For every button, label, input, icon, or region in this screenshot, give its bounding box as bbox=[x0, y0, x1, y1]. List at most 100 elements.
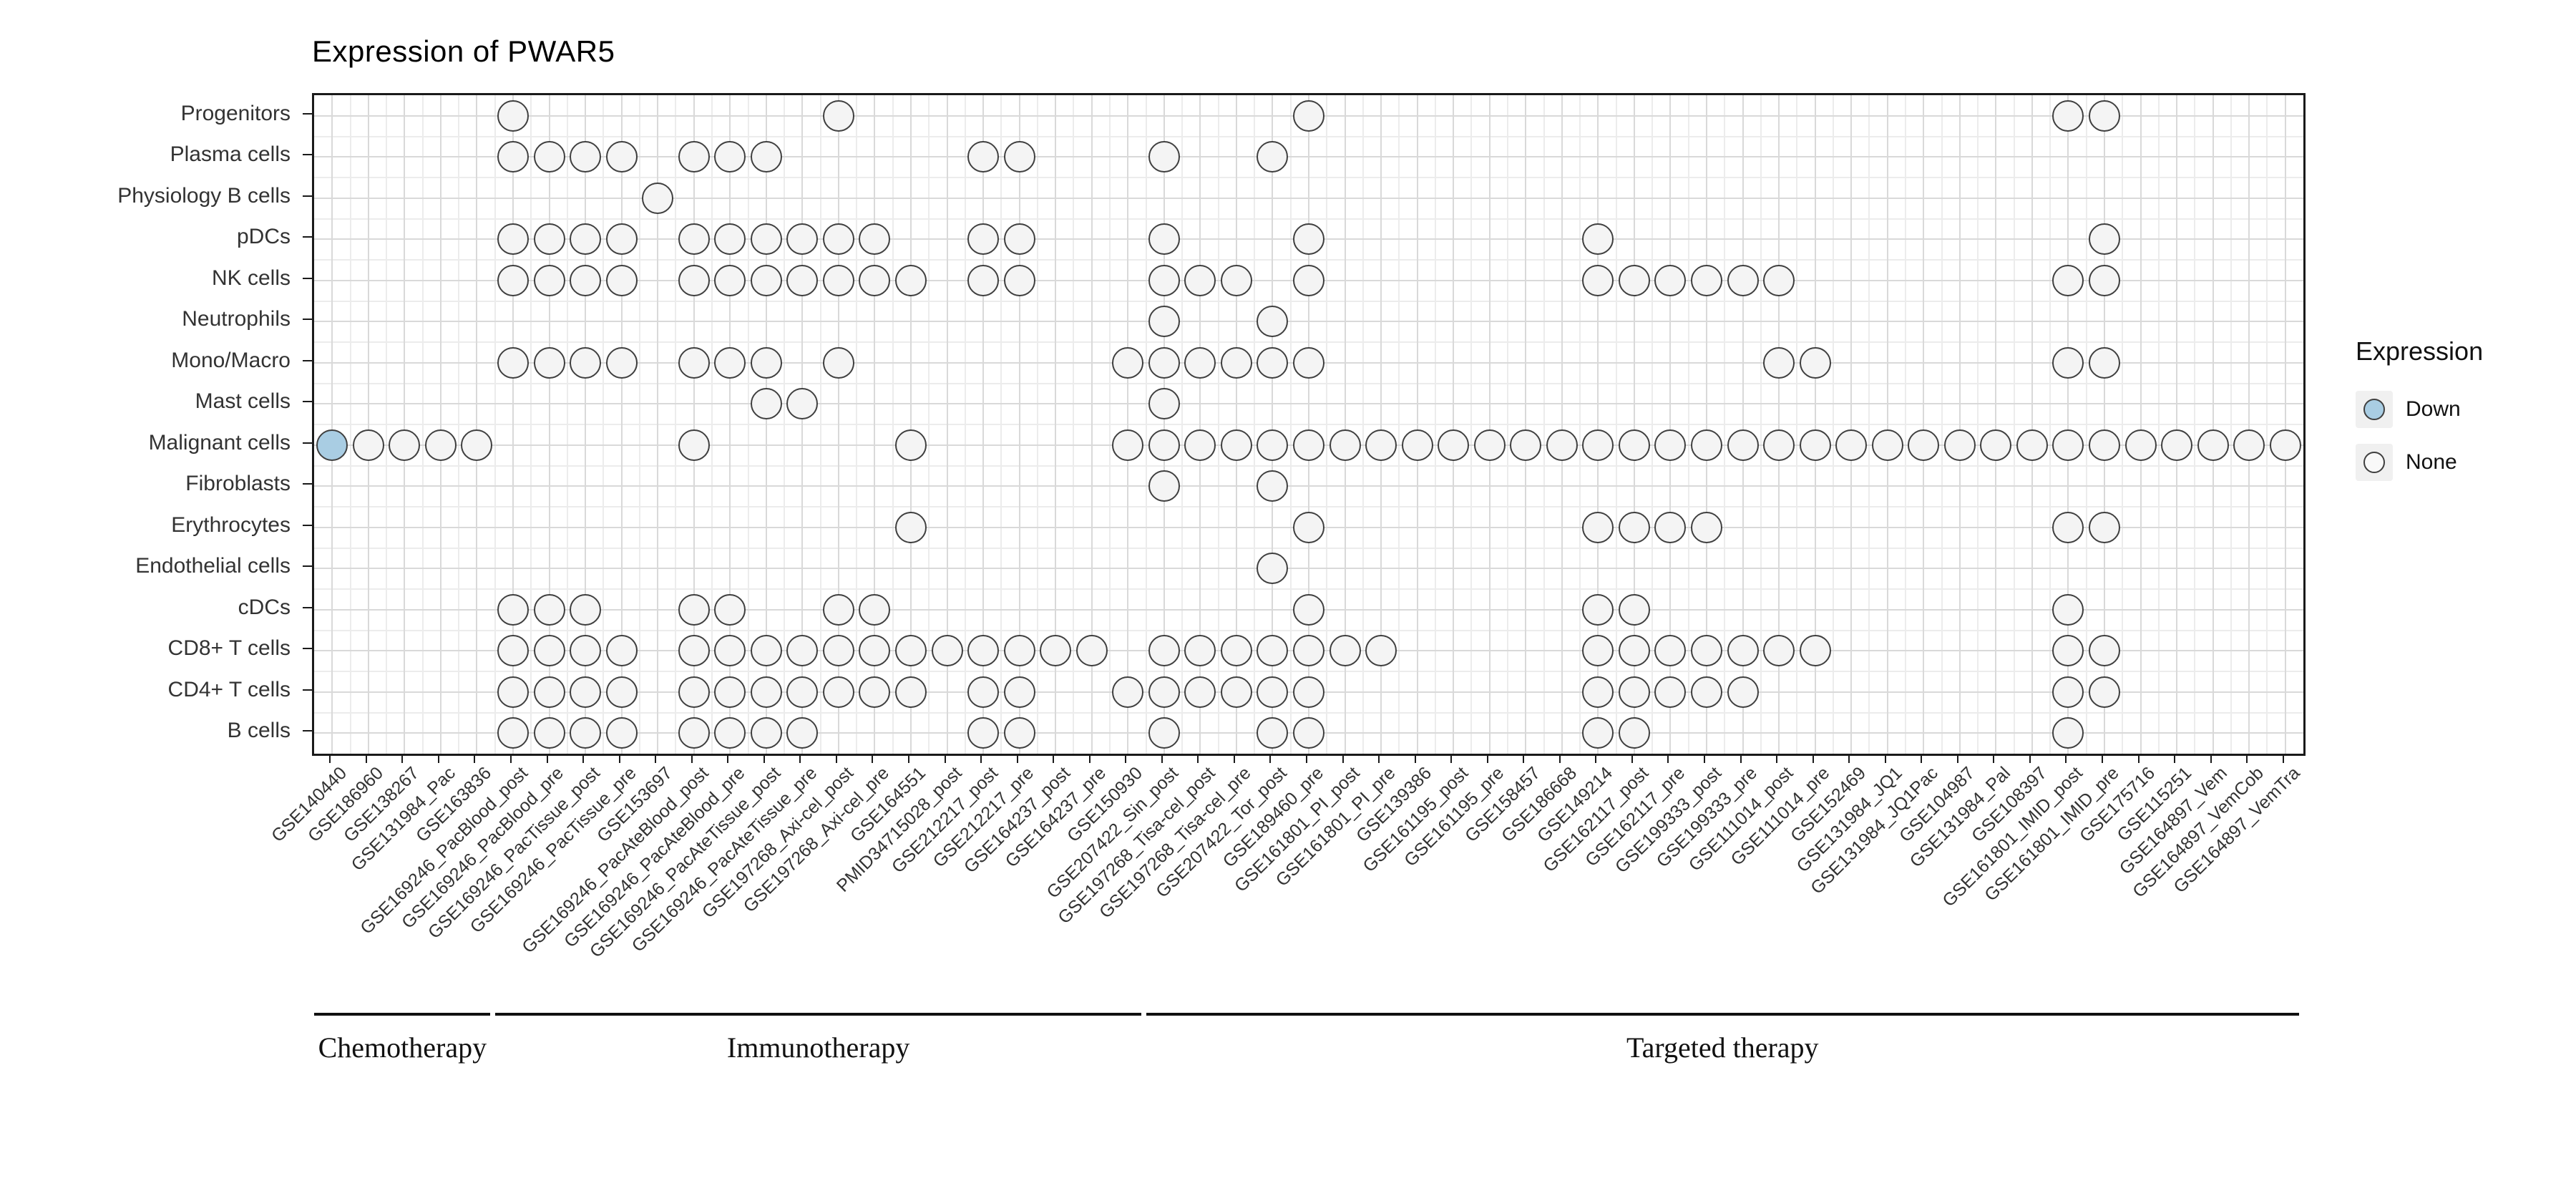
x-axis-tick bbox=[1558, 754, 1561, 763]
expression-dot-none bbox=[1618, 429, 1650, 461]
x-axis-tick bbox=[1631, 754, 1633, 763]
expression-dot-none bbox=[533, 141, 565, 173]
expression-dot-none bbox=[1184, 264, 1216, 296]
grid-line-vertical bbox=[1055, 95, 1057, 754]
y-axis-label: B cells bbox=[227, 719, 291, 743]
y-axis-label: Endothelial cells bbox=[135, 554, 291, 578]
expression-dot-none bbox=[931, 635, 963, 667]
x-axis-tick bbox=[1342, 754, 1344, 763]
x-axis-tick bbox=[329, 754, 331, 763]
expression-dot-none bbox=[1257, 717, 1289, 749]
grid-line-vertical bbox=[765, 95, 767, 754]
grid-line-vertical bbox=[910, 95, 912, 754]
grid-line-vertical bbox=[1091, 95, 1093, 754]
expression-dot-none bbox=[570, 223, 602, 256]
grid-line-vertical bbox=[1488, 95, 1491, 754]
grid-line-vertical bbox=[1742, 95, 1744, 754]
expression-dot-none bbox=[1148, 141, 1180, 173]
expression-dot-none bbox=[678, 429, 710, 461]
expression-dot-none bbox=[1654, 511, 1687, 543]
expression-dot-none bbox=[1654, 264, 1687, 296]
expression-dot-none bbox=[533, 676, 565, 708]
grid-line-vertical bbox=[2212, 95, 2214, 754]
expression-dot-none bbox=[2269, 429, 2301, 461]
therapy-group-line bbox=[1146, 1013, 2299, 1016]
expression-dot-none bbox=[2089, 429, 2120, 461]
expression-dot-none bbox=[714, 676, 746, 708]
expression-dot-none bbox=[1148, 346, 1180, 379]
grid-line-vertical bbox=[439, 95, 441, 754]
expression-dot-none bbox=[1148, 676, 1180, 708]
legend-title: Expression bbox=[2356, 336, 2484, 366]
grid-line-vertical bbox=[404, 95, 406, 754]
expression-dot-none bbox=[1220, 429, 1252, 461]
grid-line-horizontal bbox=[314, 156, 2303, 158]
expression-dot-none bbox=[895, 635, 927, 667]
grid-line-vertical bbox=[585, 95, 587, 754]
expression-dot-none bbox=[822, 346, 854, 379]
expression-dot-none bbox=[714, 593, 746, 626]
expression-dot-none bbox=[1112, 429, 1144, 461]
x-axis-tick bbox=[365, 754, 367, 763]
expression-dot-none bbox=[714, 223, 746, 256]
expression-dot-none bbox=[1510, 429, 1542, 461]
grid-line-vertical bbox=[1669, 95, 1672, 754]
expression-dot-none bbox=[570, 264, 602, 296]
y-axis-label: Mast cells bbox=[195, 389, 291, 414]
expression-dot-none bbox=[497, 635, 529, 667]
expression-dot-none bbox=[750, 635, 782, 667]
expression-dot-none bbox=[1257, 346, 1289, 379]
x-axis-tick bbox=[1956, 754, 1958, 763]
expression-dot-none bbox=[1582, 511, 1614, 543]
expression-dot-none bbox=[389, 429, 421, 461]
expression-dot-none bbox=[2052, 264, 2084, 296]
expression-dot-none bbox=[2052, 717, 2084, 749]
x-axis-tick bbox=[1378, 754, 1380, 763]
expression-dot-none bbox=[2052, 511, 2084, 543]
expression-dot-none bbox=[859, 593, 891, 626]
expression-dot-none bbox=[1075, 635, 1108, 667]
down-dot-icon bbox=[2363, 399, 2385, 420]
expression-dot-none bbox=[533, 346, 565, 379]
expression-dot-none bbox=[570, 141, 602, 173]
grid-line-vertical bbox=[2176, 95, 2178, 754]
grid-line-vertical bbox=[982, 95, 985, 754]
expression-dot-none bbox=[1473, 429, 1506, 461]
expression-dot-none bbox=[822, 676, 854, 708]
expression-dot-none bbox=[1040, 635, 1072, 667]
expression-dot-none bbox=[2089, 676, 2120, 708]
expression-dot-none bbox=[1257, 676, 1289, 708]
x-axis-tick bbox=[1884, 754, 1886, 763]
expression-dot-none bbox=[1148, 223, 1180, 256]
grid-line-vertical bbox=[1597, 95, 1599, 754]
grid-line-vertical bbox=[1199, 95, 1201, 754]
grid-line-vertical bbox=[1633, 95, 1635, 754]
expression-dot-none bbox=[1727, 264, 1759, 296]
expression-dot-none bbox=[642, 182, 674, 214]
expression-dot-none bbox=[2016, 429, 2048, 461]
expression-dot-none bbox=[1293, 717, 1324, 749]
expression-dot-none bbox=[1220, 264, 1252, 296]
expression-dot-none bbox=[859, 676, 891, 708]
x-axis-tick bbox=[2029, 754, 2031, 763]
expression-dot-none bbox=[822, 223, 854, 256]
grid-line-vertical bbox=[801, 95, 804, 754]
y-axis-label: Mono/Macro bbox=[171, 348, 291, 372]
expression-dot-none bbox=[2089, 635, 2120, 667]
expression-dot-none bbox=[895, 676, 927, 708]
expression-dot-none bbox=[750, 223, 782, 256]
expression-dot-none bbox=[2089, 264, 2120, 296]
expression-dot-none bbox=[1365, 429, 1397, 461]
expression-dot-none bbox=[1691, 676, 1722, 708]
x-axis-tick bbox=[510, 754, 512, 763]
expression-dot-none bbox=[605, 635, 638, 667]
x-axis-tick bbox=[546, 754, 548, 763]
x-axis-tick bbox=[437, 754, 439, 763]
y-axis-tick bbox=[303, 401, 312, 403]
expression-dot-none bbox=[967, 676, 1000, 708]
expression-dot-none bbox=[1003, 717, 1035, 749]
expression-dot-none bbox=[786, 717, 819, 749]
expression-dot-none bbox=[497, 717, 529, 749]
expression-dot-none bbox=[2089, 223, 2120, 256]
grid-line-horizontal bbox=[314, 403, 2303, 405]
